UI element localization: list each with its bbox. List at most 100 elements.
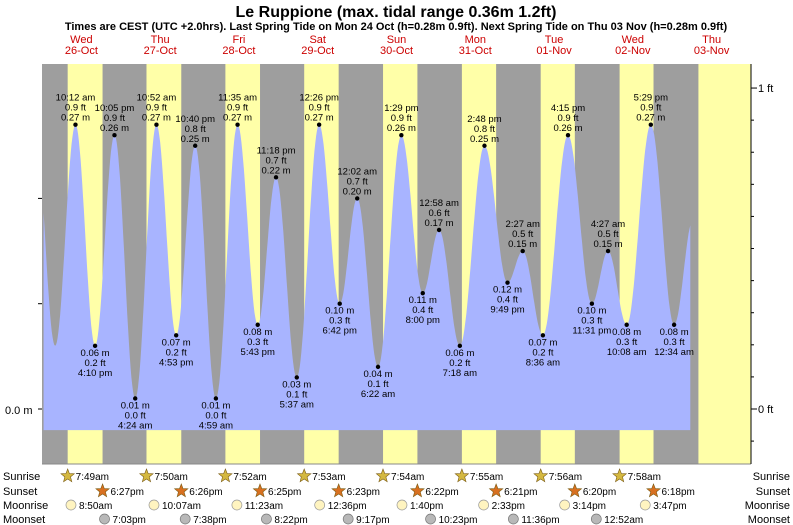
tide-label: 0.3 ft — [247, 337, 268, 348]
tide-label: 0.9 ft — [104, 113, 125, 124]
sunrise-time: 7:53am — [312, 472, 345, 483]
tide-label: 0.7 ft — [347, 176, 368, 187]
row-label-moonrise-left: Moonrise — [3, 500, 48, 512]
tide-label: 0.0 ft — [205, 410, 226, 421]
tide-label: 0.03 m — [282, 379, 311, 390]
tide-label: 0.15 m — [594, 239, 623, 250]
moonrise-time: 10:07am — [162, 501, 201, 512]
row-label-moonset-left: Moonset — [3, 514, 45, 525]
tide-label: 0.27 m — [636, 113, 665, 124]
tide-label: 0.01 m — [201, 400, 230, 411]
tide-label: 10:52 am — [137, 93, 177, 104]
tide-label: 0.9 ft — [391, 113, 412, 124]
low-tide-point — [457, 343, 463, 349]
moonrise-icon — [314, 499, 326, 511]
high-tide-point — [520, 248, 525, 254]
tide-label: 0.11 m — [409, 295, 437, 306]
tide-label: 0.3 ft — [616, 337, 637, 348]
moonrise-time: 11:23am — [245, 501, 283, 512]
sunrise-time: 7:52am — [233, 472, 266, 483]
sunset-icon — [173, 483, 189, 498]
high-tide-point — [605, 248, 611, 254]
tide-label: 5:43 pm — [241, 347, 275, 358]
moonset-time: 9:17pm — [356, 515, 389, 525]
moonset-icon — [261, 513, 272, 525]
tide-label: 4:24 am — [118, 420, 152, 431]
moonset-time: 8:22pm — [274, 515, 307, 525]
tide-label: 0.9 ft — [640, 103, 661, 114]
low-tide-point — [589, 301, 595, 306]
day-date: 02-Nov — [615, 45, 651, 57]
sunrise-time: 7:50am — [154, 472, 187, 483]
tide-label: 0.9 ft — [227, 103, 248, 114]
tide-label: 0.26 m — [553, 123, 582, 134]
low-tide-point — [624, 322, 629, 327]
sunrise-icon — [217, 468, 233, 483]
sunrise-icon — [296, 468, 312, 483]
sunset-time: 6:26pm — [189, 487, 222, 498]
day-date: 31-Oct — [459, 45, 492, 57]
day-name: Sun — [387, 34, 407, 46]
tide-label: 0.26 m — [100, 123, 129, 134]
tide-label: 8:00 pm — [406, 315, 440, 326]
high-tide-point — [73, 122, 78, 127]
tide-label: 0.3 ft — [329, 316, 350, 327]
tide-label: 6:22 am — [361, 389, 395, 400]
moonrise-icon — [148, 499, 160, 511]
day-name: Sat — [309, 34, 326, 46]
moonrise-time: 3:47pm — [653, 501, 686, 512]
tide-label: 0.6 ft — [429, 208, 450, 219]
tide-label: 10:40 pm — [175, 114, 215, 125]
tide-label: 0.2 ft — [449, 358, 470, 369]
tide-label: 0.15 m — [508, 239, 537, 250]
moonset-icon — [590, 513, 602, 525]
tide-label: 10:05 pm — [95, 103, 135, 114]
tide-label: 0.5 ft — [512, 229, 533, 240]
tide-label: 0.06 m — [81, 348, 110, 359]
day-name: Mon — [465, 34, 486, 46]
tide-label: 0.27 m — [223, 113, 252, 124]
tide-label: 7:18 am — [443, 368, 477, 379]
moonrise-time: 1:40pm — [410, 501, 443, 512]
tide-label: 0.2 ft — [85, 358, 106, 369]
low-tide-point — [540, 333, 546, 338]
moonset-icon — [342, 513, 354, 525]
sun-moon-events: 7:49am 7:50am 7:52am 7:53am 7:54am 7:55am 7:56… — [60, 468, 695, 525]
sunset-time: 6:27pm — [111, 487, 144, 498]
moonset-time: 11:36pm — [521, 515, 559, 525]
high-tide-point — [235, 122, 240, 127]
left-axis-label: 0.0 m — [5, 405, 33, 417]
sunset-time: 6:20pm — [583, 487, 616, 498]
day-name: Wed — [70, 34, 92, 46]
sunset-time: 6:22pm — [425, 487, 458, 498]
sunrise-icon — [60, 468, 76, 483]
sunrise-icon — [375, 468, 391, 483]
tide-label: 9:49 pm — [490, 305, 524, 316]
tide-label: 0.4 ft — [497, 295, 518, 306]
tide-label: 0.07 m — [162, 337, 191, 348]
tide-label: 12:58 am — [419, 198, 459, 209]
moonset-icon — [99, 513, 110, 525]
row-label-sunset-right: Sunset — [756, 486, 790, 498]
moonset-time: 7:38pm — [193, 515, 226, 525]
sunrise-time: 7:54am — [391, 472, 424, 483]
day-labels: Wed26-OctThu27-OctFri28-OctSat29-OctSun3… — [65, 34, 730, 57]
sunset-time: 6:21pm — [504, 487, 537, 498]
day-name: Wed — [622, 34, 644, 46]
high-tide-point — [273, 175, 279, 180]
tide-label: 0.08 m — [243, 327, 272, 338]
tide-label: 10:08 am — [607, 347, 647, 358]
tide-label: 0.08 m — [612, 327, 641, 338]
tide-label: 0.9 ft — [557, 113, 578, 124]
sunrise-time: 7:58am — [628, 472, 661, 483]
moonrise-time: 3:14pm — [573, 501, 606, 512]
tide-label: 6:42 pm — [323, 326, 357, 337]
day-date: 01-Nov — [536, 45, 572, 57]
tide-label: 4:10 pm — [78, 368, 112, 379]
day-date: 29-Oct — [301, 45, 334, 57]
moonrise-icon — [396, 499, 408, 511]
tide-label: 0.5 ft — [597, 229, 618, 240]
tide-label: 0.10 m — [577, 306, 606, 317]
row-label-sunset-left: Sunset — [3, 486, 37, 498]
